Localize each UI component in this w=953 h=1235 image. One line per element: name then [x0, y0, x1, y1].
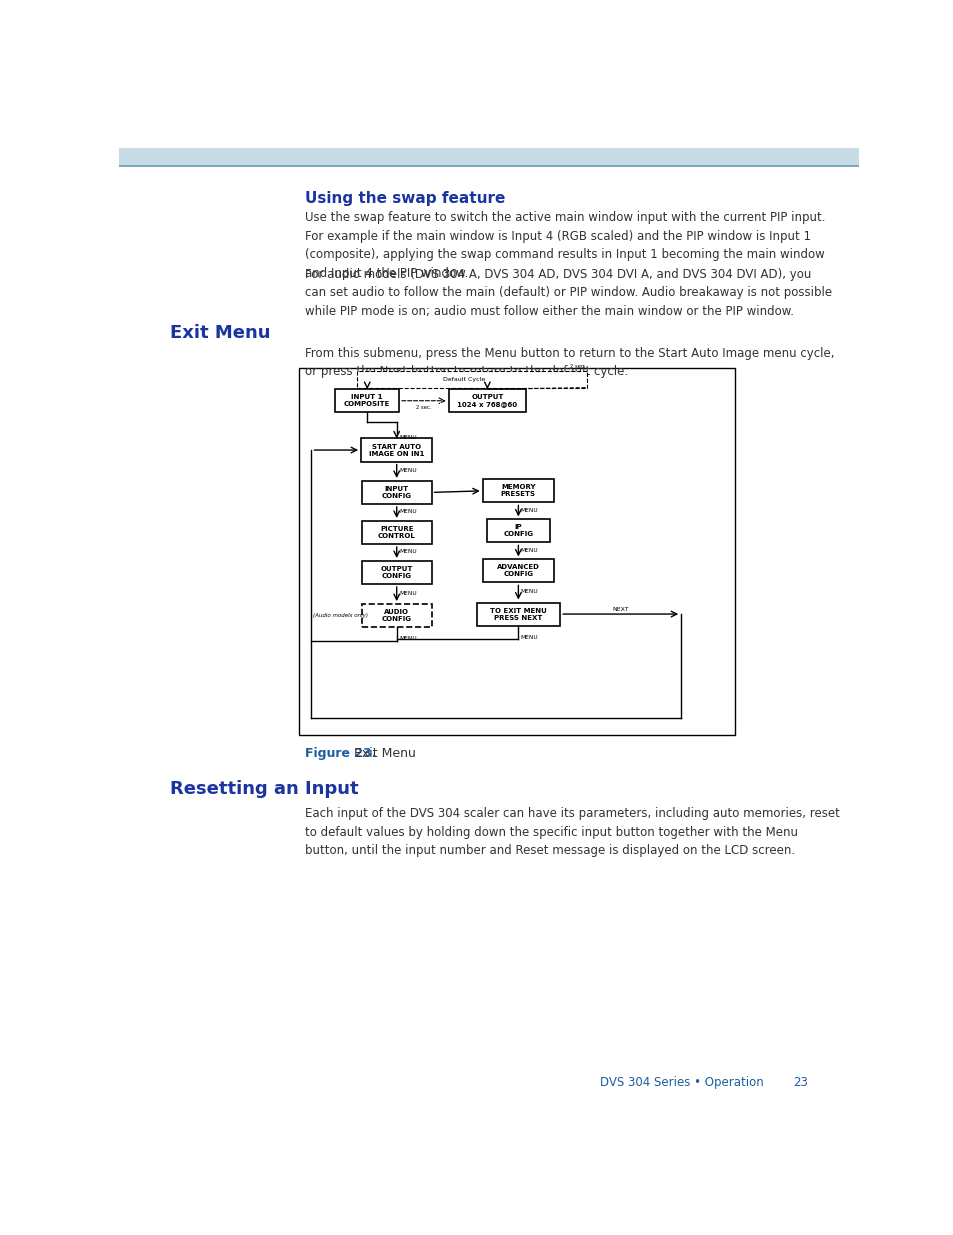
- Text: MENU: MENU: [398, 636, 416, 641]
- Text: Using the swap feature: Using the swap feature: [305, 190, 505, 205]
- Text: MENU: MENU: [398, 435, 416, 440]
- Text: From this submenu, press the Menu button to return to the Start Auto Image menu : From this submenu, press the Menu button…: [305, 347, 834, 378]
- Text: START AUTO
IMAGE ON IN1: START AUTO IMAGE ON IN1: [369, 443, 424, 457]
- Text: MENU: MENU: [520, 508, 537, 513]
- Bar: [298, 368, 735, 735]
- Text: ADVANCED
CONFIG: ADVANCED CONFIG: [497, 564, 539, 578]
- Bar: [119, 148, 858, 165]
- Text: 2 sec.: 2 sec.: [569, 364, 584, 369]
- Text: INPUT 1
COMPOSITE: INPUT 1 COMPOSITE: [344, 394, 390, 408]
- Text: PICTURE
CONTROL: PICTURE CONTROL: [377, 526, 416, 538]
- Text: OUTPUT
CONFIG: OUTPUT CONFIG: [380, 566, 413, 579]
- FancyBboxPatch shape: [361, 521, 431, 543]
- Text: 2 sec.: 2 sec.: [416, 405, 431, 410]
- Text: Resetting an Input: Resetting an Input: [170, 779, 358, 798]
- Text: DVS 304 Series • Operation: DVS 304 Series • Operation: [599, 1076, 762, 1089]
- Text: Figure 23.: Figure 23.: [305, 747, 376, 761]
- FancyBboxPatch shape: [356, 370, 586, 388]
- Text: INPUT
CONFIG: INPUT CONFIG: [381, 485, 412, 499]
- Text: Exit Menu: Exit Menu: [350, 747, 416, 761]
- Text: Exit Menu: Exit Menu: [170, 324, 270, 342]
- Text: MENU: MENU: [398, 550, 416, 555]
- Text: IP
CONFIG: IP CONFIG: [503, 525, 533, 537]
- Text: MENU: MENU: [520, 589, 537, 594]
- FancyBboxPatch shape: [476, 603, 559, 626]
- FancyBboxPatch shape: [448, 389, 525, 412]
- FancyBboxPatch shape: [361, 604, 431, 627]
- Text: OUTPUT
1024 x 768@60: OUTPUT 1024 x 768@60: [456, 394, 517, 408]
- FancyBboxPatch shape: [335, 389, 398, 412]
- Text: Each input of the DVS 304 scaler can have its parameters, including auto memorie: Each input of the DVS 304 scaler can hav…: [305, 808, 840, 857]
- Text: 23: 23: [793, 1076, 807, 1089]
- Text: MEMORY
PRESETS: MEMORY PRESETS: [500, 484, 536, 498]
- Text: NEXT: NEXT: [612, 606, 628, 611]
- FancyBboxPatch shape: [360, 438, 432, 462]
- Text: MENU: MENU: [520, 547, 537, 552]
- FancyBboxPatch shape: [482, 559, 554, 583]
- FancyBboxPatch shape: [486, 520, 550, 542]
- Text: Default Cycle: Default Cycle: [442, 377, 485, 382]
- Text: MENU: MENU: [398, 590, 416, 595]
- FancyBboxPatch shape: [361, 480, 431, 504]
- Text: (Audio models only): (Audio models only): [313, 613, 368, 618]
- Text: MENU: MENU: [398, 468, 416, 473]
- Text: MENU: MENU: [520, 635, 537, 640]
- Text: AUDIO
CONFIG: AUDIO CONFIG: [381, 609, 412, 622]
- Text: For audio models (DVS 304 A, DVS 304 AD, DVS 304 DVI A, and DVS 304 DVI AD), you: For audio models (DVS 304 A, DVS 304 AD,…: [305, 268, 832, 317]
- Text: Use the swap feature to switch the active main window input with the current PIP: Use the swap feature to switch the activ…: [305, 211, 825, 280]
- Text: TO EXIT MENU
PRESS NEXT: TO EXIT MENU PRESS NEXT: [490, 608, 546, 620]
- FancyBboxPatch shape: [361, 561, 431, 584]
- FancyBboxPatch shape: [482, 479, 554, 503]
- Text: MENU: MENU: [398, 509, 416, 514]
- Bar: [119, 165, 858, 168]
